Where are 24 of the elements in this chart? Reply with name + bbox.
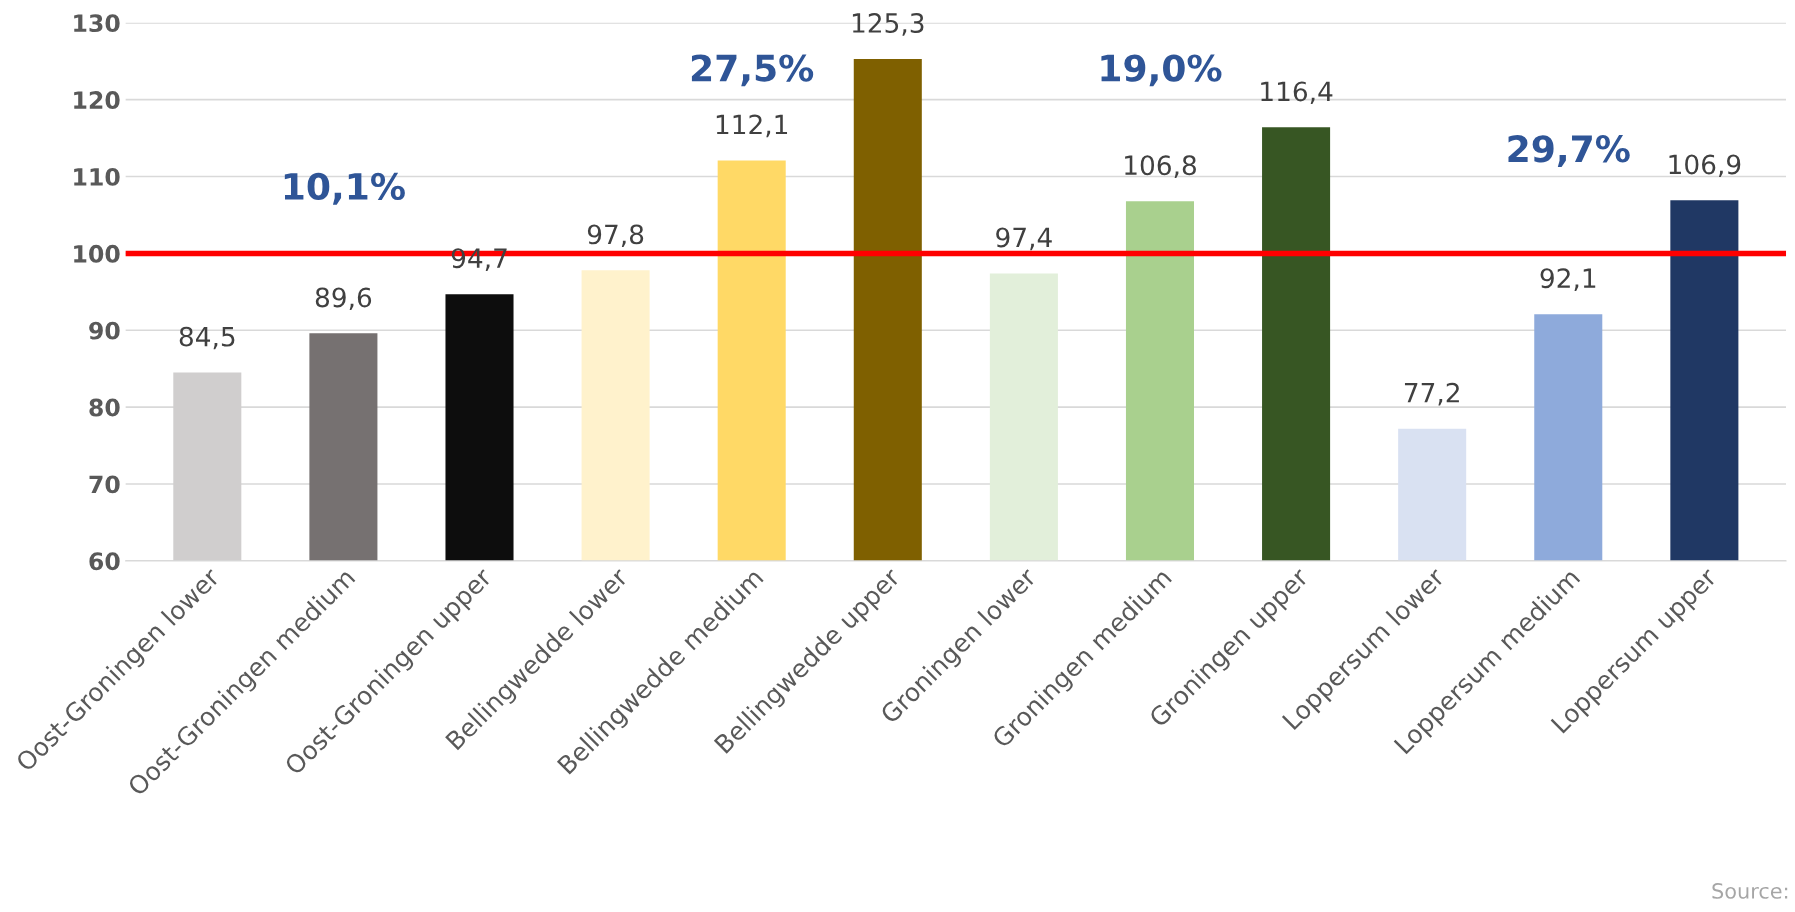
data-label: 112,1 (716, 114, 788, 138)
data-label: 106,9 (1669, 154, 1741, 178)
data-label: 84,5 (179, 326, 235, 350)
annotation: 27,5% (691, 54, 814, 87)
data-label: 106,8 (1125, 155, 1196, 178)
y-tick-label: 130 (74, 14, 120, 33)
annotation: 10,1% (284, 172, 405, 205)
y-tick-label: 120 (74, 91, 120, 109)
y-tick-label: 70 (89, 475, 120, 494)
annotation: 29,7% (1508, 135, 1630, 168)
source-note: Source: (1712, 883, 1788, 899)
data-label: 97,4 (996, 227, 1052, 251)
data-label: 116,4 (1261, 81, 1333, 105)
data-label: 77,2 (1404, 382, 1459, 406)
data-label: 97,8 (587, 224, 644, 248)
y-tick-label: 80 (89, 398, 120, 417)
y-tick-label: 90 (89, 321, 120, 340)
data-label: 125,3 (852, 13, 924, 36)
data-label: 92,1 (1540, 268, 1596, 291)
y-tick-label: 110 (74, 167, 120, 186)
y-tick-label: 60 (89, 552, 120, 571)
y-tick-label: 100 (74, 244, 120, 263)
data-label: 89,6 (315, 287, 372, 311)
annotation: 19,0% (1101, 54, 1222, 87)
